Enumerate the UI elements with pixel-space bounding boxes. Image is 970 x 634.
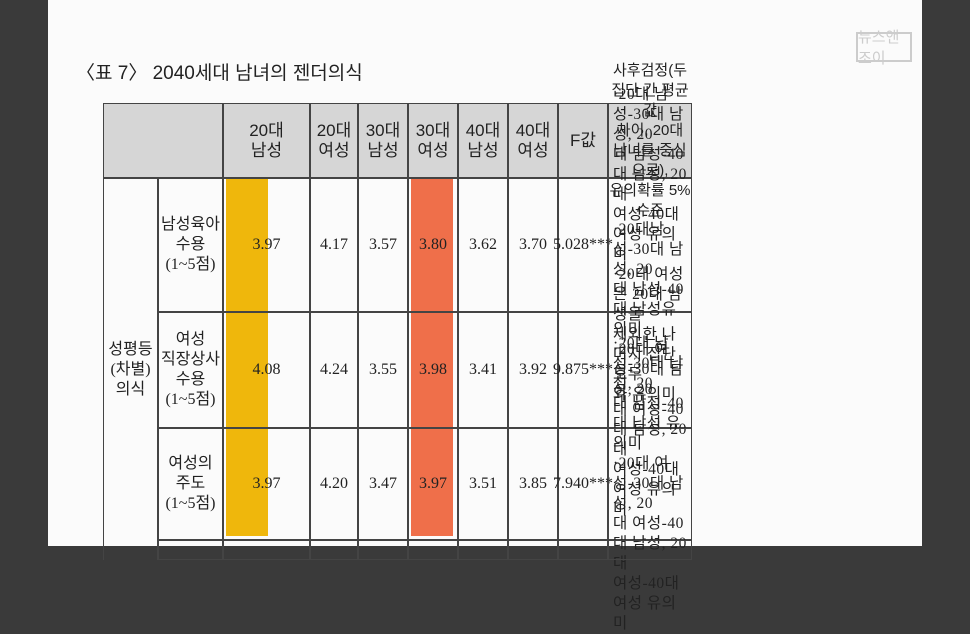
value-cell: 3.98 (408, 312, 458, 428)
row-label-text: 남성육아 (161, 216, 220, 233)
header-cell: 30대 여성 (408, 103, 458, 178)
header-text: 차이, 20대 남녀를 중심으로), (613, 121, 687, 179)
header-cell: 20대 남성 (223, 103, 310, 178)
table-title: 〈표 7〉 2040세대 남녀의 젠더의식 (76, 63, 363, 84)
value-cell: 3.97 (408, 428, 458, 540)
cell (508, 540, 558, 560)
post-test-line: ·20대 여성-30대 남성, 20 (613, 455, 684, 512)
post-test-line: ·20대 남성-30대 남성, 20 (613, 86, 684, 143)
cell (558, 540, 608, 560)
row-label-text: 직장상사 (161, 351, 220, 368)
value-cell: 3.85 (508, 428, 558, 540)
screen: {"title":"〈표 7〉 2040세대 남녀의 젠더의식", "logo"… (48, 0, 922, 632)
row-label-text: 수용 (175, 371, 206, 388)
post-test-cell: ·20대 남성-30대 남성, 20 대 남성-40대 남성, 20대 여성-40대… (608, 86, 692, 403)
header-text: 40대 (465, 120, 501, 140)
header-text: 20대 (249, 120, 284, 140)
value-cell: 3.51 (458, 428, 508, 540)
header-text: 남성 (467, 140, 499, 160)
header-cell: 20대 여성 (310, 103, 358, 178)
value-cell: 4.08 (223, 312, 310, 428)
value-cell: 3.55 (358, 312, 408, 428)
row-label-text: (1~5점) (165, 391, 216, 408)
post-test-line: 제외한 나머지 집단 모두 (613, 326, 677, 383)
cell (358, 540, 408, 560)
value-cell: 5.028*** (553, 178, 613, 312)
value-cell: 3.57 (358, 178, 408, 312)
header-text: 유의확률 5% 수준 (609, 181, 691, 219)
header-cell (103, 103, 223, 178)
row-label-text: 수용 (175, 236, 206, 253)
highlight (411, 178, 453, 536)
header-text: F값 (569, 130, 597, 150)
post-test-cell: ·20대남성-30대 남성, 20 대 남성-40대 남성유의미 ·20대 여성-3… (608, 221, 692, 518)
post-test-line: ·20대 여성-30대 남성, 20 (613, 341, 684, 398)
post-test-line: 여성-40대 여성 유의미 (613, 206, 680, 263)
post-test-line: 대 남성-40대 남성유의미 (613, 281, 684, 338)
header-text: 남성 (250, 140, 283, 160)
post-test-line: 대 남성-40대 남성, 20대 (613, 146, 687, 203)
value-cell: 7.940*** (553, 428, 613, 540)
value-cell: 3.97 (223, 428, 310, 540)
row-label-text: 주도 (175, 475, 206, 492)
row-label-text: (1~5점) (165, 495, 216, 512)
header-cell: 사후검정(두 집단 간 평균값 차이, 20대 남녀를 중심으로), 유의확률 5%… (608, 62, 692, 219)
document-page: 〈표 7〉 2040세대 남녀의 젠더의식 뉴스앤조이 20대 남성 20대 여성 30… (48, 0, 922, 632)
header-cell: 30대 남성 (358, 103, 408, 178)
cell (223, 540, 310, 560)
post-test-line: 대 남성-40대 남성 유의미 (613, 395, 684, 452)
value-cell: 4.17 (310, 178, 358, 312)
header-text: 30대 (415, 120, 451, 140)
post-test-line: 대 여성-40대 남성, 20대 (613, 401, 687, 458)
watermark: 뉴스앤조이 (856, 29, 912, 67)
highlight (226, 178, 268, 536)
post-test-line: ·20대 남성-30대 남성, 20 (613, 335, 684, 392)
cell (458, 540, 508, 560)
header-text: 20대 (316, 120, 352, 140)
group-cell: 성평등 (차별) 의식 (103, 178, 158, 560)
value-cell: 3.70 (508, 178, 558, 312)
header-text: 30대 (365, 120, 401, 140)
header-text: 남성 (367, 140, 399, 160)
post-test-line: 여성-40대 여성 유의미 (613, 461, 680, 518)
header-cell: 40대 남성 (458, 103, 508, 178)
header-text: 40대 (515, 120, 551, 140)
header-text: 여성 (517, 140, 549, 160)
header-cell: F값 (558, 103, 608, 178)
post-test-line: ·20대남성-30대 남성, 20 (613, 221, 684, 278)
post-test-line: 여성-40대 여성 유의미 (613, 575, 680, 632)
value-cell: 3.80 (408, 178, 458, 312)
row-label-text: 여성의 (168, 455, 213, 472)
value-cell: 3.97 (223, 178, 310, 312)
header-cell: 40대 여성 (508, 103, 558, 178)
row-label-text: (1~5점) (165, 256, 216, 273)
value-cell: 4.20 (310, 428, 358, 540)
value-cell: 9.875*** (553, 312, 613, 428)
cell (158, 540, 223, 560)
post-test-cell: ·20대 남성-30대 남성, 20 대 남성-40대 남성 유의미 ·20대 여성… (608, 335, 692, 632)
row-label-text: 여성 (175, 331, 206, 348)
group-text: (차별) (110, 360, 151, 378)
post-test-line: 와 유의미 (613, 386, 677, 403)
header-text: 여성 (417, 140, 449, 160)
cell (608, 540, 692, 560)
group-text: 의식 (115, 380, 146, 398)
value-cell: 4.24 (310, 312, 358, 428)
group-text: 성평등 (108, 340, 153, 358)
cell (408, 540, 458, 560)
cell (310, 540, 358, 560)
header-text: 사후검정(두 집단 간 평균값 (611, 61, 689, 119)
value-cell: 3.62 (458, 178, 508, 312)
header-text: 여성 (318, 140, 350, 160)
value-cell: 3.47 (358, 428, 408, 540)
value-cell: 3.41 (458, 312, 508, 428)
value-cell: 3.92 (508, 312, 558, 428)
post-test-line: ·20대 여성은 20대 남성을 (613, 266, 684, 323)
